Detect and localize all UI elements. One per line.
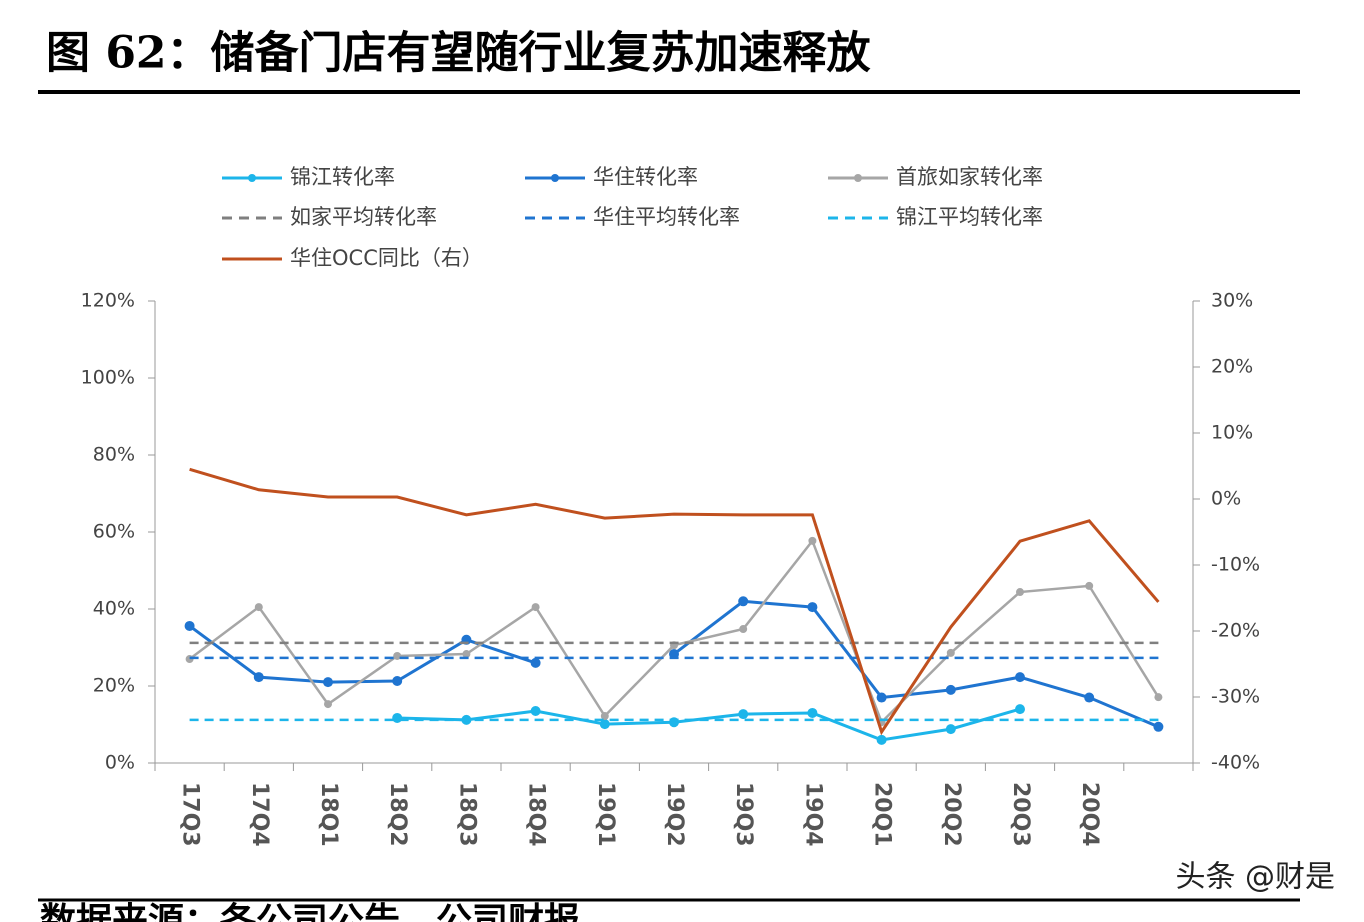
point — [1154, 693, 1163, 702]
point — [184, 620, 195, 631]
y2-tick-label: -10% — [1211, 554, 1260, 576]
series-line — [397, 707, 1021, 742]
point — [393, 651, 402, 660]
x-tick-label: 19Q4 — [800, 782, 825, 847]
point — [1153, 721, 1164, 732]
legend-label: 首旅如家转化率 — [896, 165, 1043, 189]
x-tick-label: 18Q2 — [385, 782, 410, 847]
legend-label: 华住转化率 — [593, 165, 698, 189]
y-tick-label: 0% — [105, 752, 135, 774]
point — [323, 677, 333, 688]
x-tick-label: 19Q2 — [662, 782, 687, 847]
y2-tick-label: -30% — [1211, 686, 1260, 708]
point — [392, 675, 403, 686]
point — [738, 596, 749, 607]
y2-tick-label: 30% — [1211, 290, 1253, 312]
point — [1084, 692, 1095, 703]
point — [807, 707, 818, 718]
point — [599, 719, 610, 730]
point — [1085, 581, 1094, 590]
point — [600, 712, 609, 721]
y2-tick-label: 10% — [1211, 422, 1253, 444]
y-tick-label: 20% — [93, 675, 135, 697]
x-tick-label: 20Q2 — [939, 782, 964, 847]
series-line — [188, 599, 1159, 729]
x-tick-label: 20Q1 — [870, 782, 895, 847]
point — [1015, 704, 1025, 715]
y-tick-label: 100% — [81, 367, 135, 389]
point — [530, 706, 541, 717]
y-tick-label: 40% — [93, 598, 135, 620]
x-tick-label: 17Q3 — [178, 782, 203, 847]
point — [669, 649, 679, 660]
x-tick-label: 18Q4 — [524, 782, 549, 847]
point — [531, 603, 540, 612]
x-tick-label: 18Q1 — [316, 782, 341, 847]
y-tick-label: 120% — [81, 290, 135, 312]
point — [392, 712, 403, 723]
point — [738, 709, 749, 720]
point — [1016, 588, 1024, 597]
x-tick-label: 17Q4 — [247, 782, 272, 847]
legend-label: 如家平均转化率 — [290, 205, 437, 229]
point — [530, 657, 541, 668]
series-line — [189, 467, 1160, 736]
legend-marker — [551, 174, 559, 182]
x-tick-label: 20Q3 — [1008, 782, 1033, 847]
y2-tick-label: -40% — [1211, 752, 1260, 774]
chart-title: 图 62：储备门店有望随行业复苏加速释放 — [46, 28, 871, 79]
point — [462, 650, 471, 659]
legend-marker — [854, 174, 862, 182]
point — [945, 684, 956, 695]
y-tick-label: 80% — [93, 444, 135, 466]
point — [946, 648, 955, 657]
point — [808, 536, 817, 545]
legend-label: 锦江平均转化率 — [896, 205, 1043, 229]
x-tick-label: 19Q1 — [593, 782, 618, 847]
x-tick-label: 20Q4 — [1077, 782, 1102, 847]
watermark: 头条 @财是 — [1175, 860, 1335, 895]
legend-label: 华住OCC同比（右） — [290, 246, 483, 270]
point — [254, 603, 263, 612]
legend-marker — [248, 174, 256, 182]
point — [1015, 672, 1025, 683]
point — [876, 734, 887, 745]
point — [253, 672, 264, 683]
legend-label: 华住平均转化率 — [593, 205, 740, 229]
y2-tick-label: 20% — [1211, 356, 1253, 378]
y-tick-label: 60% — [93, 521, 135, 543]
point — [324, 700, 332, 709]
point — [945, 724, 956, 735]
point — [807, 602, 818, 613]
point — [876, 692, 887, 703]
legend-label: 锦江转化率 — [290, 165, 395, 189]
y2-tick-label: 0% — [1211, 488, 1241, 510]
series-line — [188, 538, 1160, 725]
point — [739, 625, 748, 634]
x-tick-label: 18Q3 — [454, 782, 479, 847]
y2-tick-label: -20% — [1211, 620, 1260, 642]
x-tick-label: 19Q3 — [731, 782, 756, 847]
source: 数据来源：各公司公告，公司财报 — [40, 900, 580, 922]
